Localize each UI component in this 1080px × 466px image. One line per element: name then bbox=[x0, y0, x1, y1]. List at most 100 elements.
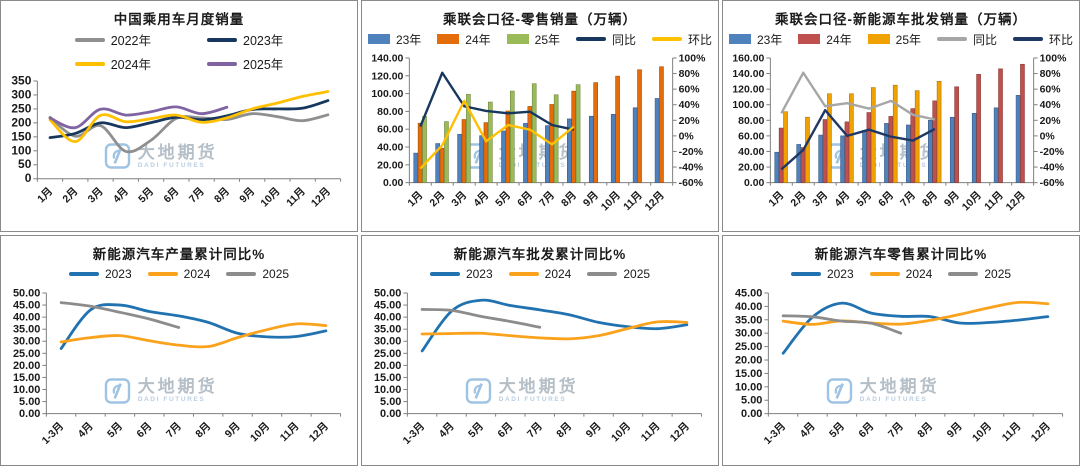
svg-text:10月: 10月 bbox=[599, 189, 623, 213]
svg-text:2月: 2月 bbox=[60, 185, 80, 205]
svg-text:6月: 6月 bbox=[161, 185, 181, 205]
svg-text:15.00: 15.00 bbox=[13, 371, 40, 383]
svg-text:2月: 2月 bbox=[788, 189, 808, 209]
legend-label: 2025 bbox=[262, 266, 290, 281]
svg-text:15.00: 15.00 bbox=[735, 367, 762, 379]
svg-text:50.00: 50.00 bbox=[374, 287, 401, 299]
svg-text:7月: 7月 bbox=[525, 420, 545, 440]
line-series-2 bbox=[781, 313, 903, 335]
legend-item: 2025 bbox=[226, 267, 289, 281]
svg-text:11月: 11月 bbox=[639, 420, 663, 444]
legend-item: 2023 bbox=[429, 267, 493, 281]
legend-label: 2024 bbox=[905, 266, 933, 281]
svg-text:4月: 4月 bbox=[76, 420, 96, 440]
legend-item: 24年 bbox=[798, 31, 852, 48]
svg-text:12月: 12月 bbox=[307, 420, 331, 444]
svg-text:20%: 20% bbox=[679, 116, 701, 127]
svg-text:11月: 11月 bbox=[284, 185, 308, 209]
chart-legend: 2022年 2023年 2024年 2025年 bbox=[74, 30, 284, 73]
legend-label: 24年 bbox=[465, 32, 491, 47]
svg-text:1-3月: 1-3月 bbox=[762, 420, 789, 447]
svg-text:25.00: 25.00 bbox=[13, 347, 40, 359]
y-axis-labels: 0.005.0010.0015.0020.0025.0030.0035.0040… bbox=[735, 287, 762, 420]
chart-plot: 0.005.0010.0015.0020.0025.0030.0035.0040… bbox=[374, 287, 703, 446]
svg-text:60%: 60% bbox=[679, 85, 701, 96]
legend-item: 2022年 bbox=[74, 30, 151, 49]
axes bbox=[405, 57, 677, 186]
legend-label: 2023年 bbox=[243, 34, 284, 48]
svg-text:300: 300 bbox=[11, 87, 31, 101]
svg-text:40%: 40% bbox=[679, 100, 701, 111]
svg-text:12月: 12月 bbox=[1029, 420, 1053, 444]
svg-text:5.00: 5.00 bbox=[19, 396, 40, 408]
svg-text:200: 200 bbox=[11, 115, 31, 129]
line-series-1 bbox=[419, 99, 575, 170]
line-series-2 bbox=[420, 307, 542, 329]
svg-text:100.00: 100.00 bbox=[732, 100, 764, 111]
bar-series-2 bbox=[783, 81, 942, 183]
svg-text:0: 0 bbox=[25, 171, 32, 185]
svg-text:12月: 12月 bbox=[668, 420, 692, 444]
svg-text:5月: 5月 bbox=[136, 185, 156, 205]
line-series-2 bbox=[48, 90, 330, 143]
legend-item: 2025 bbox=[587, 267, 650, 281]
legend-line-swatch bbox=[508, 271, 539, 276]
svg-text:9月: 9月 bbox=[584, 420, 604, 440]
chart-legend: 23年 24年 25年 同比 环比 bbox=[723, 28, 1079, 50]
svg-text:0.00: 0.00 bbox=[383, 178, 404, 189]
svg-text:0%: 0% bbox=[1040, 131, 1056, 142]
svg-text:7月: 7月 bbox=[164, 420, 184, 440]
chart-legend: 2023 2024 2025 bbox=[362, 263, 718, 285]
legend-label: 2023 bbox=[104, 266, 132, 281]
legend-line-swatch bbox=[790, 271, 821, 276]
y-axis-labels: 0.00 20.00 40.00 60.00 80.00 100.00 120.00 140.… bbox=[371, 53, 706, 189]
svg-text:-60%: -60% bbox=[1040, 178, 1065, 189]
svg-text:7月: 7月 bbox=[886, 420, 906, 440]
legend-line-swatch bbox=[207, 61, 237, 66]
svg-text:120.00: 120.00 bbox=[371, 71, 403, 82]
svg-text:60%: 60% bbox=[1040, 85, 1062, 96]
chart-title: 中国乘用车月度销量 bbox=[113, 12, 245, 27]
legend-item: 同比 bbox=[576, 31, 636, 48]
chart-panel-nev-production-cum-yoy: 大地期货 DADI FUTURES 新能源汽车产量累计同比% 2023 2024 20… bbox=[0, 234, 358, 466]
legend-line-swatch bbox=[587, 271, 618, 276]
chart-title: 新能源汽车批发累计同比% bbox=[453, 246, 627, 262]
chart-plot: 0.005.0010.0015.0020.0025.0030.0035.0040… bbox=[13, 287, 342, 446]
y-axis-labels: 0.005.0010.0015.0020.0025.0030.0035.0040… bbox=[374, 287, 401, 420]
legend-label: 环比 bbox=[688, 32, 713, 47]
svg-text:4月: 4月 bbox=[832, 189, 852, 209]
svg-text:45.00: 45.00 bbox=[374, 299, 401, 311]
svg-text:1月: 1月 bbox=[35, 185, 55, 205]
svg-text:35.00: 35.00 bbox=[13, 323, 40, 335]
legend-label: 24年 bbox=[826, 32, 852, 47]
chart-panel-nev-retail-cum-yoy: 大地期货 DADI FUTURES 新能源汽车零售累计同比% 2023 2024 20… bbox=[722, 234, 1080, 466]
svg-text:10月: 10月 bbox=[609, 420, 633, 444]
legend-item: 环比 bbox=[652, 31, 712, 48]
legend-item: 23年 bbox=[367, 31, 421, 48]
line-series-0 bbox=[59, 302, 328, 350]
axes bbox=[403, 291, 703, 417]
legend-line-swatch bbox=[948, 271, 979, 276]
svg-text:140.00: 140.00 bbox=[371, 53, 403, 64]
svg-text:10月: 10月 bbox=[248, 420, 272, 444]
chart-title: 乘联会口径-零售销量（万辆） bbox=[443, 12, 637, 27]
svg-text:5月: 5月 bbox=[827, 420, 847, 440]
svg-text:30.00: 30.00 bbox=[735, 327, 762, 339]
legend-line-swatch bbox=[147, 271, 178, 276]
svg-text:20%: 20% bbox=[1040, 116, 1062, 127]
svg-text:6月: 6月 bbox=[856, 420, 876, 440]
svg-text:100.00: 100.00 bbox=[371, 89, 403, 100]
svg-text:45.00: 45.00 bbox=[735, 287, 762, 299]
legend-bar-swatch bbox=[367, 34, 390, 44]
svg-text:5月: 5月 bbox=[493, 189, 513, 209]
legend-line-swatch bbox=[74, 61, 105, 66]
axes bbox=[766, 57, 1038, 186]
legend-line-swatch bbox=[429, 271, 460, 276]
svg-text:20.00: 20.00 bbox=[738, 163, 764, 174]
chart-legend: 2023 2024 2025 bbox=[723, 263, 1079, 285]
svg-text:5.00: 5.00 bbox=[741, 394, 762, 406]
legend-item: 同比 bbox=[937, 31, 997, 48]
legend-bar-swatch bbox=[728, 34, 751, 44]
legend-item: 23年 bbox=[728, 31, 782, 48]
